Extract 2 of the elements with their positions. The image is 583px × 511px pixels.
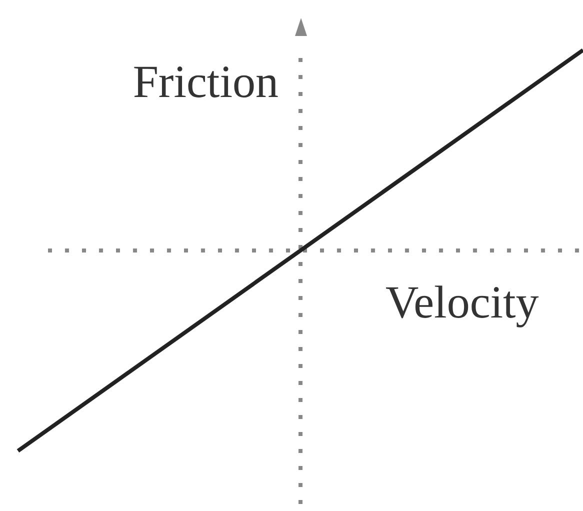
x-axis-title: Velocity <box>386 276 539 328</box>
y-axis-title: Friction <box>132 56 278 108</box>
